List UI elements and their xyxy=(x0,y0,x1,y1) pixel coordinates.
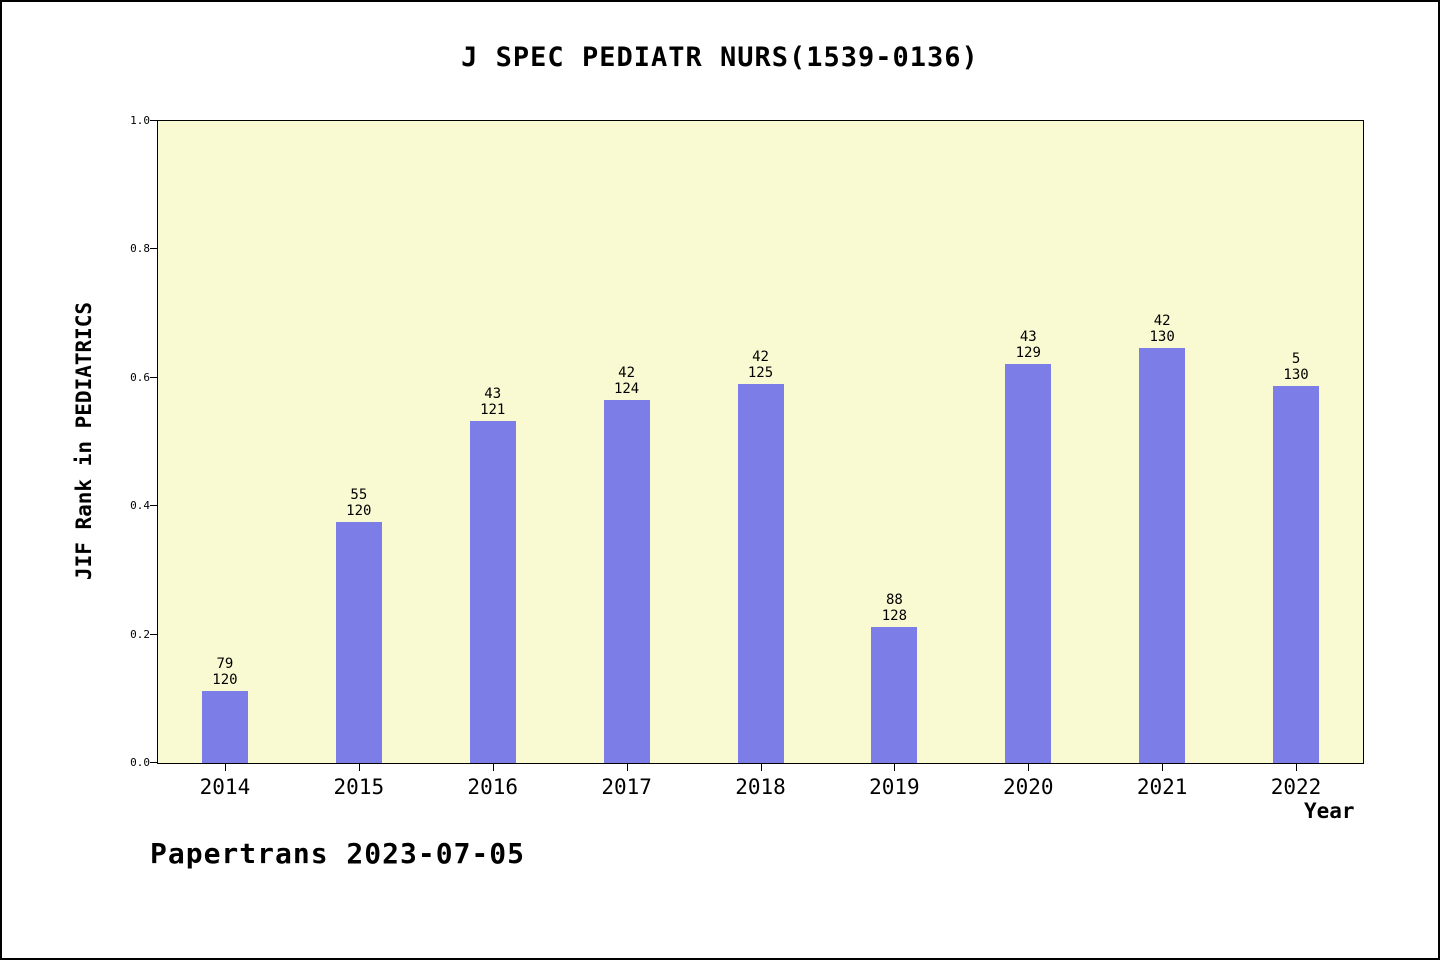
bar xyxy=(1005,364,1052,763)
bar xyxy=(871,627,918,763)
y-tick-mark xyxy=(150,377,158,378)
bar-value-label: 43 121 xyxy=(480,386,506,418)
plot-area: 79 120 2014 55 120 2015 43 121 2016 42 124 2017… xyxy=(130,115,1364,799)
y-tick-mark xyxy=(150,120,158,121)
bar-value-label: 42 124 xyxy=(613,365,640,397)
x-tick-mark xyxy=(894,763,896,771)
y-tick-label: 0.8 xyxy=(130,242,150,255)
y-tick-label: 0.6 xyxy=(130,371,150,384)
x-tick-label: 2018 xyxy=(735,775,786,799)
bar-value-label: 42 125 xyxy=(747,349,774,381)
x-tick-mark xyxy=(358,763,360,771)
bar xyxy=(1273,386,1320,763)
y-tick-label: 0.0 xyxy=(130,756,150,769)
y-tick-mark xyxy=(150,248,158,249)
bar-value-label: 5 130 xyxy=(1283,351,1309,383)
x-tick-mark xyxy=(1028,763,1030,771)
x-tick-mark xyxy=(1162,763,1164,771)
x-axis-label: Year xyxy=(1304,799,1355,823)
x-tick-label: 2021 xyxy=(1136,775,1188,799)
chart-title: J SPEC PEDIATR NURS(1539-0136) xyxy=(461,42,979,73)
y-tick-mark xyxy=(150,634,158,635)
bar-value-label: 88 128 xyxy=(881,592,908,624)
y-axis-label: JIF Rank in PEDIATRICS xyxy=(72,301,96,581)
bar xyxy=(603,400,650,763)
x-tick-label: 2020 xyxy=(1002,775,1054,799)
y-tick-label: 0.2 xyxy=(130,628,150,641)
footer-text: Papertrans 2023-07-05 xyxy=(150,837,526,870)
x-tick-mark xyxy=(760,763,762,771)
x-tick-label: 2017 xyxy=(601,775,652,799)
bar xyxy=(469,421,516,763)
bar xyxy=(737,384,784,763)
x-tick-label: 2019 xyxy=(869,775,920,799)
bar xyxy=(1139,348,1186,763)
x-tick-mark xyxy=(224,763,226,771)
x-tick-label: 2022 xyxy=(1270,775,1322,799)
x-tick-mark xyxy=(1296,763,1298,771)
y-tick-mark xyxy=(150,762,158,763)
y-tick-label: 0.4 xyxy=(130,499,150,512)
bar xyxy=(335,522,382,763)
y-tick-mark xyxy=(150,505,158,506)
bar-value-label: 42 130 xyxy=(1149,313,1175,345)
x-tick-mark xyxy=(626,763,628,771)
bar-value-label: 43 129 xyxy=(1015,329,1041,361)
bar-value-label: 55 120 xyxy=(346,487,372,519)
y-tick-label: 1.0 xyxy=(130,114,150,127)
x-tick-mark xyxy=(492,763,494,771)
x-tick-label: 2014 xyxy=(199,775,251,799)
bar-value-label: 79 120 xyxy=(212,656,238,688)
x-tick-label: 2015 xyxy=(333,775,385,799)
bar xyxy=(201,691,248,763)
x-tick-label: 2016 xyxy=(467,775,518,799)
